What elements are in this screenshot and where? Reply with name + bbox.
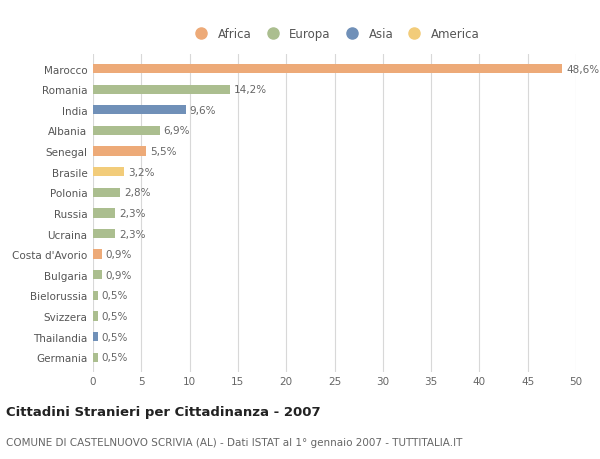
Text: 6,9%: 6,9% bbox=[164, 126, 190, 136]
Text: 0,5%: 0,5% bbox=[101, 353, 128, 363]
Text: 0,9%: 0,9% bbox=[106, 270, 132, 280]
Bar bbox=[93, 106, 186, 115]
Bar bbox=[93, 353, 98, 362]
Text: 0,5%: 0,5% bbox=[101, 311, 128, 321]
Bar bbox=[93, 312, 98, 321]
Bar bbox=[93, 291, 98, 300]
Bar bbox=[93, 147, 146, 157]
Bar bbox=[93, 188, 120, 197]
Text: 0,5%: 0,5% bbox=[101, 291, 128, 301]
Text: COMUNE DI CASTELNUOVO SCRIVIA (AL) - Dati ISTAT al 1° gennaio 2007 - TUTTITALIA.: COMUNE DI CASTELNUOVO SCRIVIA (AL) - Dat… bbox=[6, 437, 463, 447]
Bar bbox=[93, 332, 98, 341]
Text: 2,3%: 2,3% bbox=[119, 208, 146, 218]
Text: 2,8%: 2,8% bbox=[124, 188, 151, 198]
Bar bbox=[93, 85, 230, 95]
Text: 5,5%: 5,5% bbox=[150, 147, 176, 157]
Bar bbox=[93, 250, 101, 259]
Text: 3,2%: 3,2% bbox=[128, 168, 154, 177]
Bar bbox=[93, 270, 101, 280]
Bar bbox=[93, 65, 562, 74]
Bar bbox=[93, 127, 160, 136]
Text: 14,2%: 14,2% bbox=[234, 85, 267, 95]
Text: 0,5%: 0,5% bbox=[101, 332, 128, 342]
Text: 9,6%: 9,6% bbox=[190, 106, 216, 116]
Bar bbox=[93, 209, 115, 218]
Legend: Africa, Europa, Asia, America: Africa, Europa, Asia, America bbox=[185, 23, 484, 45]
Bar bbox=[93, 168, 124, 177]
Text: 48,6%: 48,6% bbox=[566, 64, 599, 74]
Text: Cittadini Stranieri per Cittadinanza - 2007: Cittadini Stranieri per Cittadinanza - 2… bbox=[6, 405, 320, 419]
Text: 0,9%: 0,9% bbox=[106, 250, 132, 259]
Bar bbox=[93, 230, 115, 239]
Text: 2,3%: 2,3% bbox=[119, 229, 146, 239]
